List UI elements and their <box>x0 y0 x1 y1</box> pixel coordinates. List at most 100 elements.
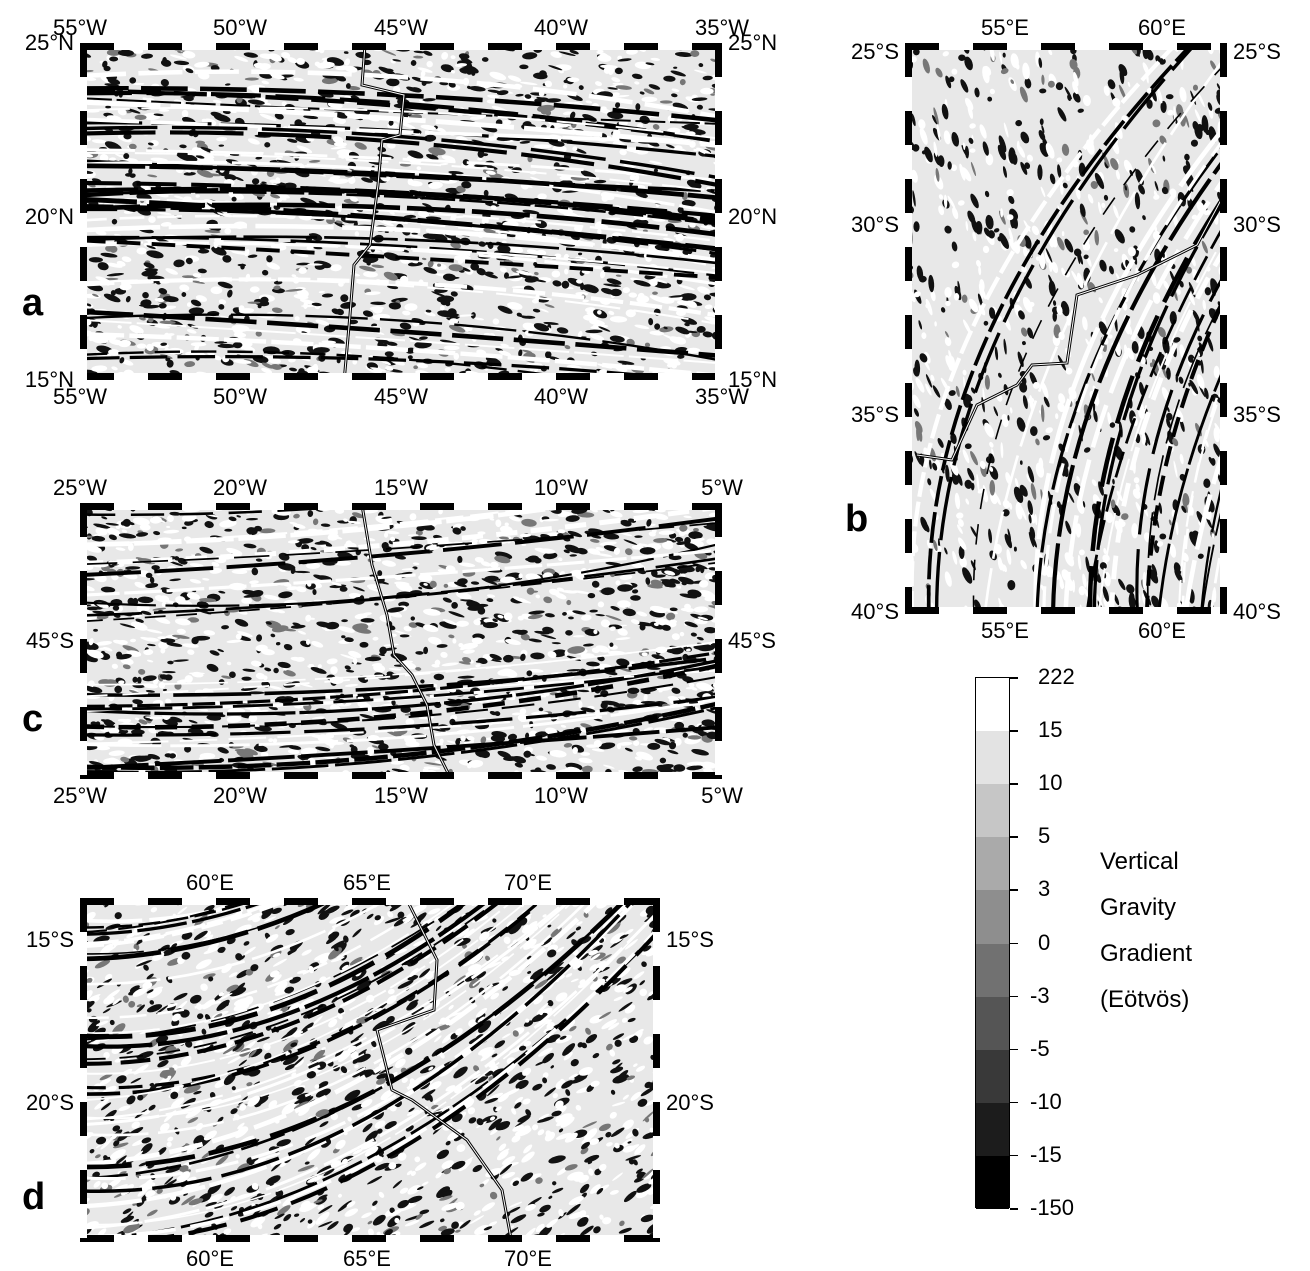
bottom-axis-label: 70°E <box>504 1246 552 1271</box>
frame-border-segment <box>939 607 973 614</box>
right-axis-label: 20°S <box>666 1090 714 1115</box>
frame-border-segment <box>905 247 912 281</box>
colorbar-segment <box>976 1049 1009 1104</box>
frame-border-segment <box>590 373 624 380</box>
frame-border-segment <box>80 707 87 741</box>
frame-border-segment <box>624 898 658 905</box>
panel-letter-c: c <box>22 698 44 740</box>
frame-border-segment <box>905 145 912 179</box>
frame-border-segment <box>80 43 114 50</box>
frame-border-segment <box>522 772 556 779</box>
frame-border-segment <box>715 349 722 380</box>
frame-border-segment <box>715 145 722 179</box>
frame-border-segment <box>939 43 973 50</box>
frame-border-segment <box>318 1235 352 1242</box>
frame-border-segment <box>1220 43 1227 77</box>
frame-border-segment <box>1007 43 1041 50</box>
frame-border-segment <box>1220 417 1227 451</box>
frame-border-segment <box>905 519 912 553</box>
frame-border-segment <box>80 247 87 281</box>
frame-border-segment <box>80 179 87 213</box>
colorbar-label: -3 <box>1030 982 1050 1008</box>
bottom-axis-label: 20°W <box>212 783 268 808</box>
frame-border-segment <box>284 503 318 510</box>
colorbar-title-line: Vertical <box>1100 848 1179 875</box>
left-axis-label: 40°S <box>851 599 899 624</box>
frame-border-segment <box>556 503 590 510</box>
frame-border-segment <box>905 111 912 145</box>
frame-border-segment <box>905 349 912 383</box>
frame-border-segment <box>488 898 522 905</box>
top-axis-label: 60°E <box>186 870 234 895</box>
colorbar-label: 0 <box>1038 929 1051 955</box>
frame-border-segment <box>80 775 87 779</box>
frame-border-segment <box>488 503 522 510</box>
frame-border-segment <box>715 639 722 673</box>
frame-border-segment <box>284 1235 318 1242</box>
colorbar-segment <box>976 943 1009 998</box>
frame-border-segment <box>653 1170 660 1204</box>
gravity-map-a <box>80 43 722 380</box>
colorbar-tick <box>1010 889 1018 891</box>
frame-border-segment <box>80 1034 87 1068</box>
gravity-map-b <box>905 43 1227 614</box>
frame-border-segment <box>148 503 182 510</box>
frame-border-segment <box>250 503 284 510</box>
frame-border-segment <box>80 373 114 380</box>
frame-border-segment <box>80 898 87 932</box>
frame-border-segment <box>148 772 182 779</box>
gravity-map-c <box>80 503 722 779</box>
frame-border-segment <box>1075 607 1109 614</box>
panel-letter-d: d <box>22 1176 46 1218</box>
left-axis-label: 25°S <box>851 39 899 64</box>
frame-border-segment <box>80 1136 87 1170</box>
frame-border-segment <box>905 383 912 417</box>
frame-border-segment <box>284 898 318 905</box>
frame-border-segment <box>80 1204 87 1238</box>
colorbar-label: 10 <box>1038 770 1063 796</box>
frame-border-segment <box>715 673 722 707</box>
right-axis-label: 25°N <box>728 30 778 55</box>
frame-border-segment <box>715 281 722 315</box>
frame-border-segment <box>80 111 87 145</box>
frame-border-segment <box>653 1068 660 1102</box>
ridge-axis <box>376 900 512 1240</box>
frame-border-segment <box>1041 607 1075 614</box>
frame-border-segment <box>715 537 722 571</box>
frame-border-segment <box>556 373 590 380</box>
frame-border-segment <box>80 145 87 179</box>
ridge-axis <box>361 505 451 777</box>
top-axis-label: 55°E <box>981 15 1029 40</box>
bottom-axis-label: 10°W <box>533 783 589 808</box>
frame-border-segment <box>148 43 182 50</box>
colorbar-label: -5 <box>1030 1035 1050 1061</box>
frame-border-segment <box>80 639 87 673</box>
frame-border-segment <box>318 43 352 50</box>
frame-border-segment <box>80 1238 87 1242</box>
frame-border-segment <box>420 373 454 380</box>
colorbar-segment <box>976 890 1009 944</box>
frame-border-segment <box>352 43 386 50</box>
right-axis-label: 45°S <box>728 628 776 653</box>
frame-border-segment <box>148 898 182 905</box>
frame-border-segment <box>624 503 658 510</box>
frame-border-segment <box>715 605 722 639</box>
frame-border-segment <box>454 1235 488 1242</box>
colorbar-segment <box>976 731 1009 785</box>
top-axis-label: 45°W <box>373 15 429 40</box>
frame-border-segment <box>590 1235 624 1242</box>
frame-border-segment <box>905 281 912 315</box>
right-axis-label: 20°N <box>728 204 778 229</box>
frame-border-segment <box>692 503 722 510</box>
colorbar-segment <box>976 1102 1009 1157</box>
frame-border-segment <box>1041 43 1075 50</box>
frame-border-segment <box>653 1238 660 1242</box>
frame-border-segment <box>250 43 284 50</box>
frame-border-segment <box>80 772 114 779</box>
frame-border-segment <box>114 503 148 510</box>
frame-border-segment <box>182 43 216 50</box>
frame-border-segment <box>386 43 420 50</box>
frame-border-segment <box>1220 553 1227 587</box>
colorbar-tick <box>1010 730 1018 732</box>
frame-border-segment <box>80 932 87 966</box>
